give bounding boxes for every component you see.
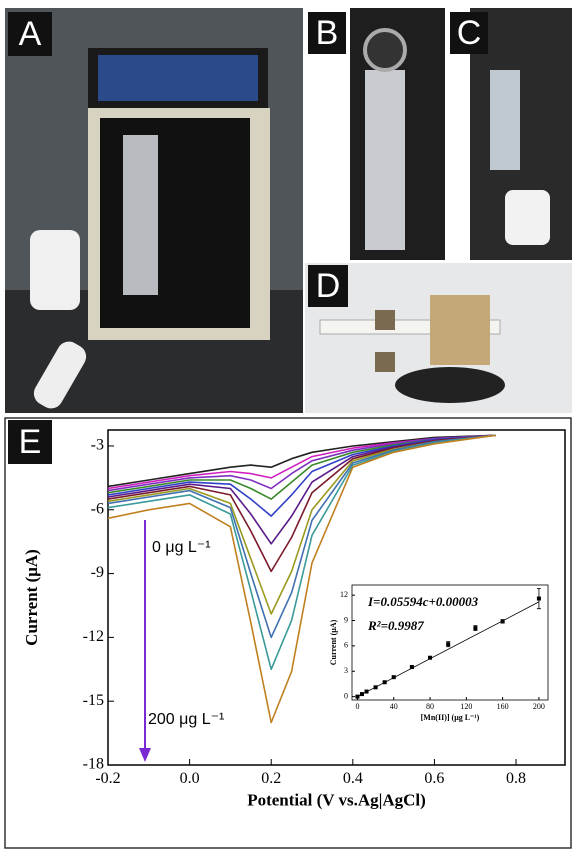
y-tick-label: -9 [91, 564, 104, 581]
photo-c [448, 8, 572, 260]
x-tick-label: 0.4 [343, 770, 363, 787]
y-tick-label: 3 [344, 666, 348, 675]
annotation: 0 μg L⁻¹ [152, 539, 211, 556]
x-tick-label: 160 [497, 702, 509, 711]
panel-labels: A B C D E [8, 12, 488, 464]
curve [107, 434, 496, 724]
inset-chart: 0 40 80 120 160 200 0 3 6 9 12 [Mn(II)] (μg L⁻¹) Cur… [329, 584, 549, 722]
x-tick-label: -0.2 [95, 770, 120, 787]
equation: I=0.05594c+0.00003 [367, 594, 479, 609]
annotation: 200 μg L⁻¹ [148, 711, 224, 728]
plot-frame [351, 584, 549, 701]
panel-label-box [8, 420, 52, 464]
point [446, 642, 451, 647]
main-chart: -0.2 0.0 0.2 0.4 0.6 0.8 -3 -6 -9 -12 -15 -18 Potent… [22, 429, 566, 810]
x-tick-label: 120 [460, 702, 472, 711]
panel-label-box [308, 12, 346, 54]
curve [107, 434, 496, 517]
arrow-head [139, 748, 151, 762]
point [355, 694, 360, 699]
panel-label-box [308, 265, 348, 307]
y-tick-label: 12 [340, 590, 348, 599]
curve [107, 434, 496, 492]
x-tick-label: 0.8 [506, 770, 526, 787]
panel-label: C [457, 14, 482, 52]
point [473, 626, 478, 631]
x-tick-label: 0 [355, 702, 359, 711]
x-axis-label: [Mn(II)] (μg L⁻¹) [421, 713, 480, 722]
curve [107, 434, 496, 488]
panel-label: A [19, 15, 42, 53]
y-tick-label: -12 [83, 628, 104, 645]
point [428, 655, 433, 660]
x-tick-label: 200 [533, 702, 545, 711]
point [359, 692, 364, 697]
r-squared: R²=0.9987 [367, 618, 424, 633]
point [364, 689, 369, 694]
x-tick-label: 0.0 [180, 770, 200, 787]
y-axis-label: Current (μA) [329, 619, 338, 665]
photo-d [305, 263, 572, 413]
x-axis-label: Potential (V vs.Ag|AgCl) [247, 791, 426, 810]
y-tick-label: -15 [83, 692, 104, 709]
y-tick-label: -3 [91, 437, 104, 454]
y-tick-label: 6 [344, 641, 348, 650]
point [409, 665, 414, 670]
curve [107, 434, 496, 615]
curve [107, 434, 496, 490]
photo-a [5, 8, 303, 413]
panel-label: E [19, 423, 42, 461]
point [391, 675, 396, 680]
y-tick-label: 9 [344, 615, 348, 624]
point [536, 596, 541, 601]
y-tick-label: -6 [91, 500, 104, 517]
point [382, 680, 387, 685]
y-tick-label: 0 [344, 691, 348, 700]
x-tick-label: 80 [426, 702, 434, 711]
y-axis-label: Current (μA) [22, 549, 41, 646]
point [500, 619, 505, 624]
panel-label-box [8, 12, 52, 56]
panel-label: D [316, 267, 341, 305]
curve [107, 434, 496, 639]
y-tick-label: -18 [83, 756, 104, 773]
curve [107, 434, 496, 573]
point [373, 685, 378, 690]
x-tick-label: 40 [390, 702, 398, 711]
x-tick-label: 0.6 [424, 770, 444, 787]
panel-label: B [316, 14, 339, 52]
inset-background [335, 565, 560, 730]
x-tick-label: 0.2 [261, 770, 281, 787]
fit-line [357, 601, 540, 697]
curve [107, 434, 496, 545]
plot-frame [107, 429, 566, 766]
curve [107, 434, 496, 500]
panel-label-box [450, 12, 488, 54]
curve [107, 434, 496, 671]
